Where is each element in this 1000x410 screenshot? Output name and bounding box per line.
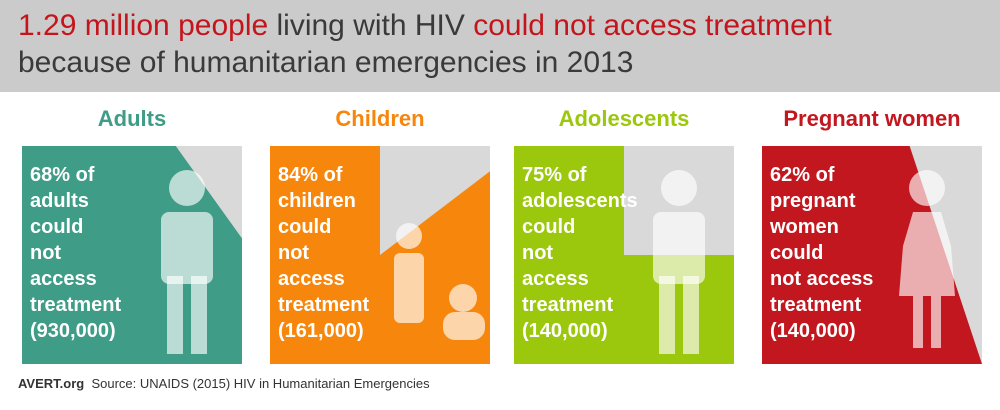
- category-title-1: Children: [335, 106, 425, 131]
- data-label-line: access: [522, 268, 589, 290]
- data-label-line: treatment: [522, 294, 614, 316]
- panel-shape-svg: [22, 146, 242, 364]
- headline-highlight-count: 1.29 million people: [18, 9, 269, 42]
- data-label-line: 68% of: [30, 164, 95, 186]
- data-label-line: access: [30, 268, 97, 290]
- panel-shape-svg: [762, 146, 982, 364]
- percent-area-1: [270, 146, 490, 364]
- data-label-line: treatment: [30, 294, 122, 316]
- headline-line-2: because of humanitarian emergencies in 2…: [18, 46, 634, 79]
- figure-leg-right-icon: [931, 296, 941, 348]
- data-label-line: adults: [30, 190, 89, 212]
- data-label-line: could: [522, 216, 576, 238]
- footer-source: AVERT.org Source: UNAIDS (2015) HIV in H…: [18, 376, 430, 391]
- data-label-line: 84% of: [278, 164, 343, 186]
- data-label-line: could: [30, 216, 84, 238]
- data-label-line: children: [278, 190, 356, 212]
- category-title-3: Pregnant women: [783, 106, 961, 131]
- data-label-line: (161,000): [278, 320, 364, 342]
- percent-area-2: [514, 146, 734, 364]
- panel-pregnant-women: 62% of pregnant women could not access treatm…: [762, 146, 982, 364]
- figure-leg-right-icon: [683, 276, 699, 354]
- data-label-line: treatment: [278, 294, 370, 316]
- figure-leg-left-icon: [659, 276, 675, 354]
- data-label-line: (140,000): [770, 320, 856, 342]
- data-label-line: could: [770, 242, 824, 264]
- child-body-icon: [394, 253, 424, 323]
- category-title-0: Adults: [97, 106, 167, 131]
- figure-head-icon: [661, 170, 697, 206]
- headline-line-1: 1.29 million people living with HIV coul…: [18, 8, 832, 44]
- panel-children: 84% of children could not access treatment (16…: [270, 146, 490, 364]
- panel-shape-svg: [514, 146, 734, 364]
- figure-torso-icon: [653, 212, 705, 284]
- data-label-line: (140,000): [522, 320, 608, 342]
- data-label-line: could: [278, 216, 332, 238]
- panel-adults: 68% of adults could not access treatment (930,…: [22, 146, 242, 364]
- data-label-line: pregnant: [770, 190, 856, 212]
- panel-adolescents: 75% of adolescents could not access treatment…: [514, 146, 734, 364]
- headline-middle-text: living with HIV: [268, 9, 474, 42]
- panel-shape-svg: [270, 146, 490, 364]
- data-label-line: 62% of: [770, 164, 835, 186]
- data-label-line: not access: [770, 268, 874, 290]
- data-label-line: not: [278, 242, 310, 264]
- data-label-line: (930,000): [30, 320, 116, 342]
- headline-highlight-access: could not access treatment: [473, 9, 832, 42]
- child-head-icon: [396, 223, 422, 249]
- footer-source-text: Source: UNAIDS (2015) HIV in Humanitaria…: [91, 376, 430, 391]
- data-label-line: access: [278, 268, 345, 290]
- data-label-line: adolescents: [522, 190, 638, 212]
- data-label-3: 62% of pregnant women could not access treatm…: [770, 162, 982, 344]
- data-label-line: not: [30, 242, 62, 264]
- figure-leg-left-icon: [913, 296, 923, 348]
- footer-brand: AVERT.org: [18, 376, 85, 391]
- baby-head-icon: [449, 284, 477, 312]
- data-label-line: 75% of: [522, 164, 587, 186]
- figure-torso-icon: [161, 212, 213, 284]
- data-label-line: not: [522, 242, 554, 264]
- baby-body-icon: [443, 312, 485, 340]
- data-label-0: 68% of adults could not access treatment (930,…: [30, 162, 242, 344]
- data-label-2: 75% of adolescents could not access treatment…: [522, 162, 734, 344]
- figure-leg-left-icon: [167, 276, 183, 354]
- figure-leg-right-icon: [191, 276, 207, 354]
- data-label-line: treatment: [770, 294, 862, 316]
- category-title-2: Adolescents: [558, 106, 690, 131]
- data-label-1: 84% of children could not access treatment (16…: [278, 162, 490, 344]
- data-label-line: women: [770, 216, 839, 238]
- header-banner: 1.29 million people living with HIV coul…: [0, 0, 1000, 92]
- figure-head-icon: [909, 170, 945, 206]
- figure-dress-icon: [899, 212, 955, 296]
- figure-head-icon: [169, 170, 205, 206]
